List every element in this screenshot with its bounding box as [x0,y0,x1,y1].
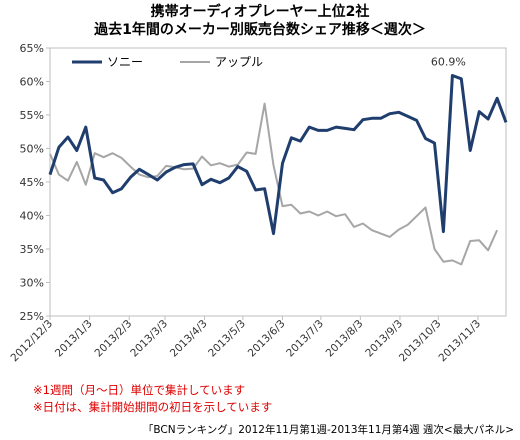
x-tick-label: 2013/6/3 [246,318,288,360]
y-tick-label: 40% [20,210,44,223]
series-line-sony [48,74,508,236]
y-tick-label: 30% [20,277,44,290]
x-tick-label: 2013/5/3 [206,318,248,360]
note-weekly-aggregation: ※1週間（月～日）単位で集計しています [33,383,246,397]
y-tick-label: 25% [20,310,44,323]
y-tick-label: 50% [20,143,44,156]
x-tick-label: 2013/1/3 [53,318,95,360]
peak-annotation: 60.9% [431,55,466,68]
legend-label-apple: アップル [215,55,263,69]
x-tick-label: 2013/11/3 [436,318,483,365]
x-tick-label: 2013/10/3 [397,318,444,365]
y-tick-label: 60% [20,76,44,89]
source-text: 「BCNランキング」2012年11月第1週-2013年11月第4週 週次<最大パ… [142,424,514,436]
note-date-meaning: ※日付は、集計開始期間の初日を示しています [33,400,273,414]
y-tick-label: 45% [20,176,44,189]
x-tick-label: 2013/4/3 [168,318,210,360]
x-tick-label: 2013/2/3 [92,318,134,360]
chart-title-line2: 過去1年間のメーカー別販売台数シェア推移＜週次＞ [94,22,426,38]
x-tick-label: 2013/3/3 [128,318,170,360]
y-tick-label: 35% [20,243,44,256]
x-tick-label: 2013/7/3 [284,318,326,360]
y-tick-label: 55% [20,109,44,122]
series-line-apple [49,102,499,266]
x-tick-label: 2012/12/3 [9,318,56,365]
chart-title-line1: 携帯オーディオプレーヤー上位2社 [150,4,370,20]
x-tick-label: 2013/8/3 [324,318,366,360]
legend-label-sony: ソニー [107,55,143,69]
y-tick-label: 65% [20,42,44,55]
